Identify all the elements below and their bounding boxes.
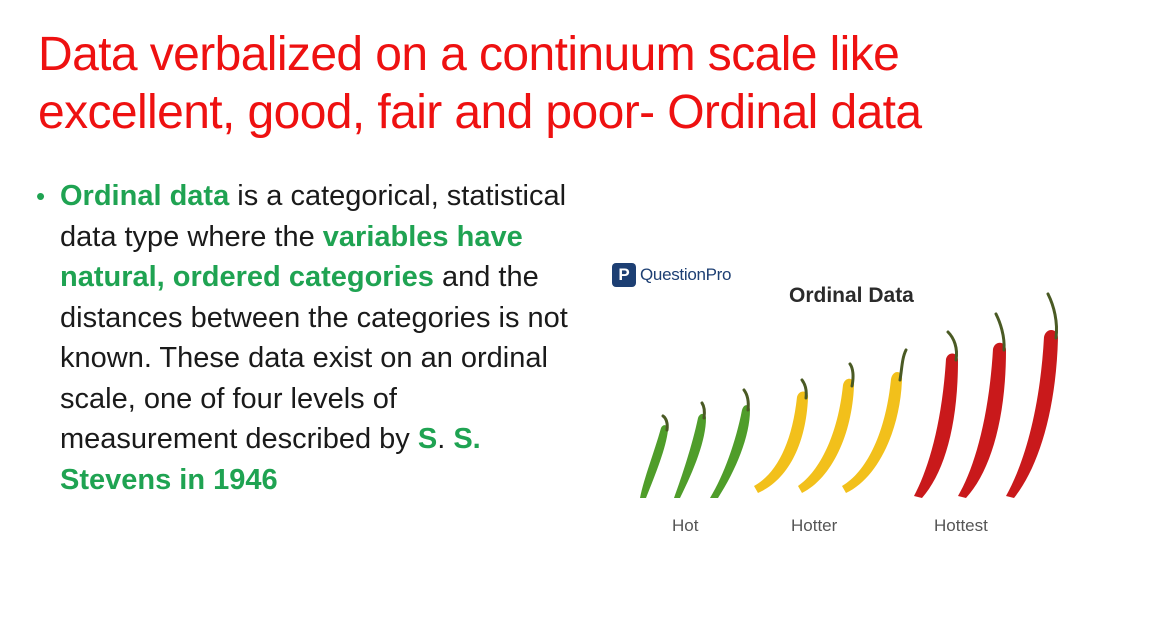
yellow-pepper-2-stem (848, 362, 855, 388)
red-pepper-1-stem (946, 330, 958, 362)
red-peppers-group (914, 292, 1058, 498)
yellow-pepper-3 (842, 371, 903, 493)
term-ordered-categories: variables have natural, ordered categori… (60, 220, 523, 294)
ordinal-data-figure: P QuestionPro Ordinal Data (606, 248, 1076, 548)
yellow-peppers-group (754, 348, 908, 493)
questionpro-logo: P QuestionPro (612, 262, 732, 288)
questionpro-logo-text: QuestionPro (640, 265, 732, 284)
red-pepper-2 (958, 342, 1006, 498)
title-line-1: Data verbalized on a continuum scale lik… (38, 28, 900, 81)
author-initial: S (417, 423, 438, 455)
green-pepper-2 (674, 413, 706, 498)
green-peppers-group (640, 388, 750, 498)
bullet-paragraph: • Ordinal data is a categorical, statist… (30, 176, 570, 500)
figure-title: Ordinal Data (789, 284, 914, 307)
author-citation: S. Stevens in 1946 (60, 423, 481, 496)
red-pepper-2-stem (994, 312, 1006, 352)
green-pepper-2-stem (700, 401, 706, 420)
yellow-pepper-1 (754, 391, 809, 493)
term-ordinal-data: Ordinal data (60, 180, 230, 212)
caption-hotter: Hotter (791, 516, 838, 535)
green-pepper-1 (640, 425, 669, 498)
red-pepper-3-stem (1046, 292, 1058, 340)
green-pepper-1-stem (661, 414, 669, 432)
green-pepper-3-stem (742, 388, 750, 412)
bullet-dot: • (36, 181, 46, 211)
green-pepper-3 (710, 405, 750, 498)
red-pepper-3 (1006, 329, 1058, 498)
title-line-2: excellent, good, fair and poor- Ordinal … (38, 86, 922, 139)
caption-hot: Hot (672, 516, 699, 535)
definition-text-1: is a categorical, statistical data type … (60, 180, 567, 253)
bullet-text: Ordinal data is a categorical, statistic… (30, 176, 570, 500)
yellow-pepper-3-stem (898, 348, 908, 382)
questionpro-logo-mark: P (612, 263, 636, 287)
caption-hottest: Hottest (934, 516, 988, 535)
yellow-pepper-1-stem (800, 378, 808, 400)
definition-text-3: . (437, 423, 454, 455)
slide-title: Data verbalized on a continuum scale lik… (38, 26, 1128, 142)
red-pepper-1 (914, 353, 958, 498)
yellow-pepper-2 (798, 378, 855, 493)
chili-peppers-illustration (640, 292, 1058, 498)
definition-text-2: and the distances between the categories… (60, 261, 568, 455)
